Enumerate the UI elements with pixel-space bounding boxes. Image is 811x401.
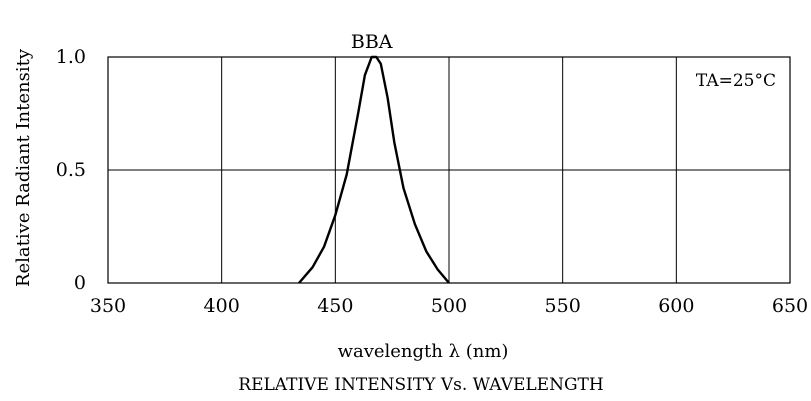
series-line-bba bbox=[298, 55, 450, 284]
x-tick-label: 400 bbox=[204, 295, 240, 317]
series-label-bba: BBA bbox=[351, 31, 393, 53]
x-tick-label: 450 bbox=[317, 295, 353, 317]
x-axis-label: wavelength λ (nm) bbox=[338, 341, 509, 362]
x-tick-labels: 350 400 450 500 550 600 650 bbox=[90, 295, 808, 317]
temperature-annotation: TA=25°C bbox=[696, 71, 776, 91]
y-axis-label: Relative Radiant Intensity bbox=[13, 48, 34, 287]
y-tick-label: 0 bbox=[74, 272, 86, 294]
x-tick-label: 550 bbox=[545, 295, 581, 317]
x-tick-label: 600 bbox=[658, 295, 694, 317]
y-tick-label: 0.5 bbox=[56, 159, 86, 181]
y-tick-label: 1.0 bbox=[56, 46, 86, 68]
y-tick-labels: 0 0.5 1.0 bbox=[56, 46, 86, 294]
x-tick-label: 350 bbox=[90, 295, 126, 317]
x-tick-label: 500 bbox=[431, 295, 467, 317]
x-tick-label: 650 bbox=[772, 295, 808, 317]
grid-lines bbox=[108, 57, 790, 283]
chart-title: RELATIVE INTENSITY Vs. WAVELENGTH bbox=[238, 375, 603, 395]
